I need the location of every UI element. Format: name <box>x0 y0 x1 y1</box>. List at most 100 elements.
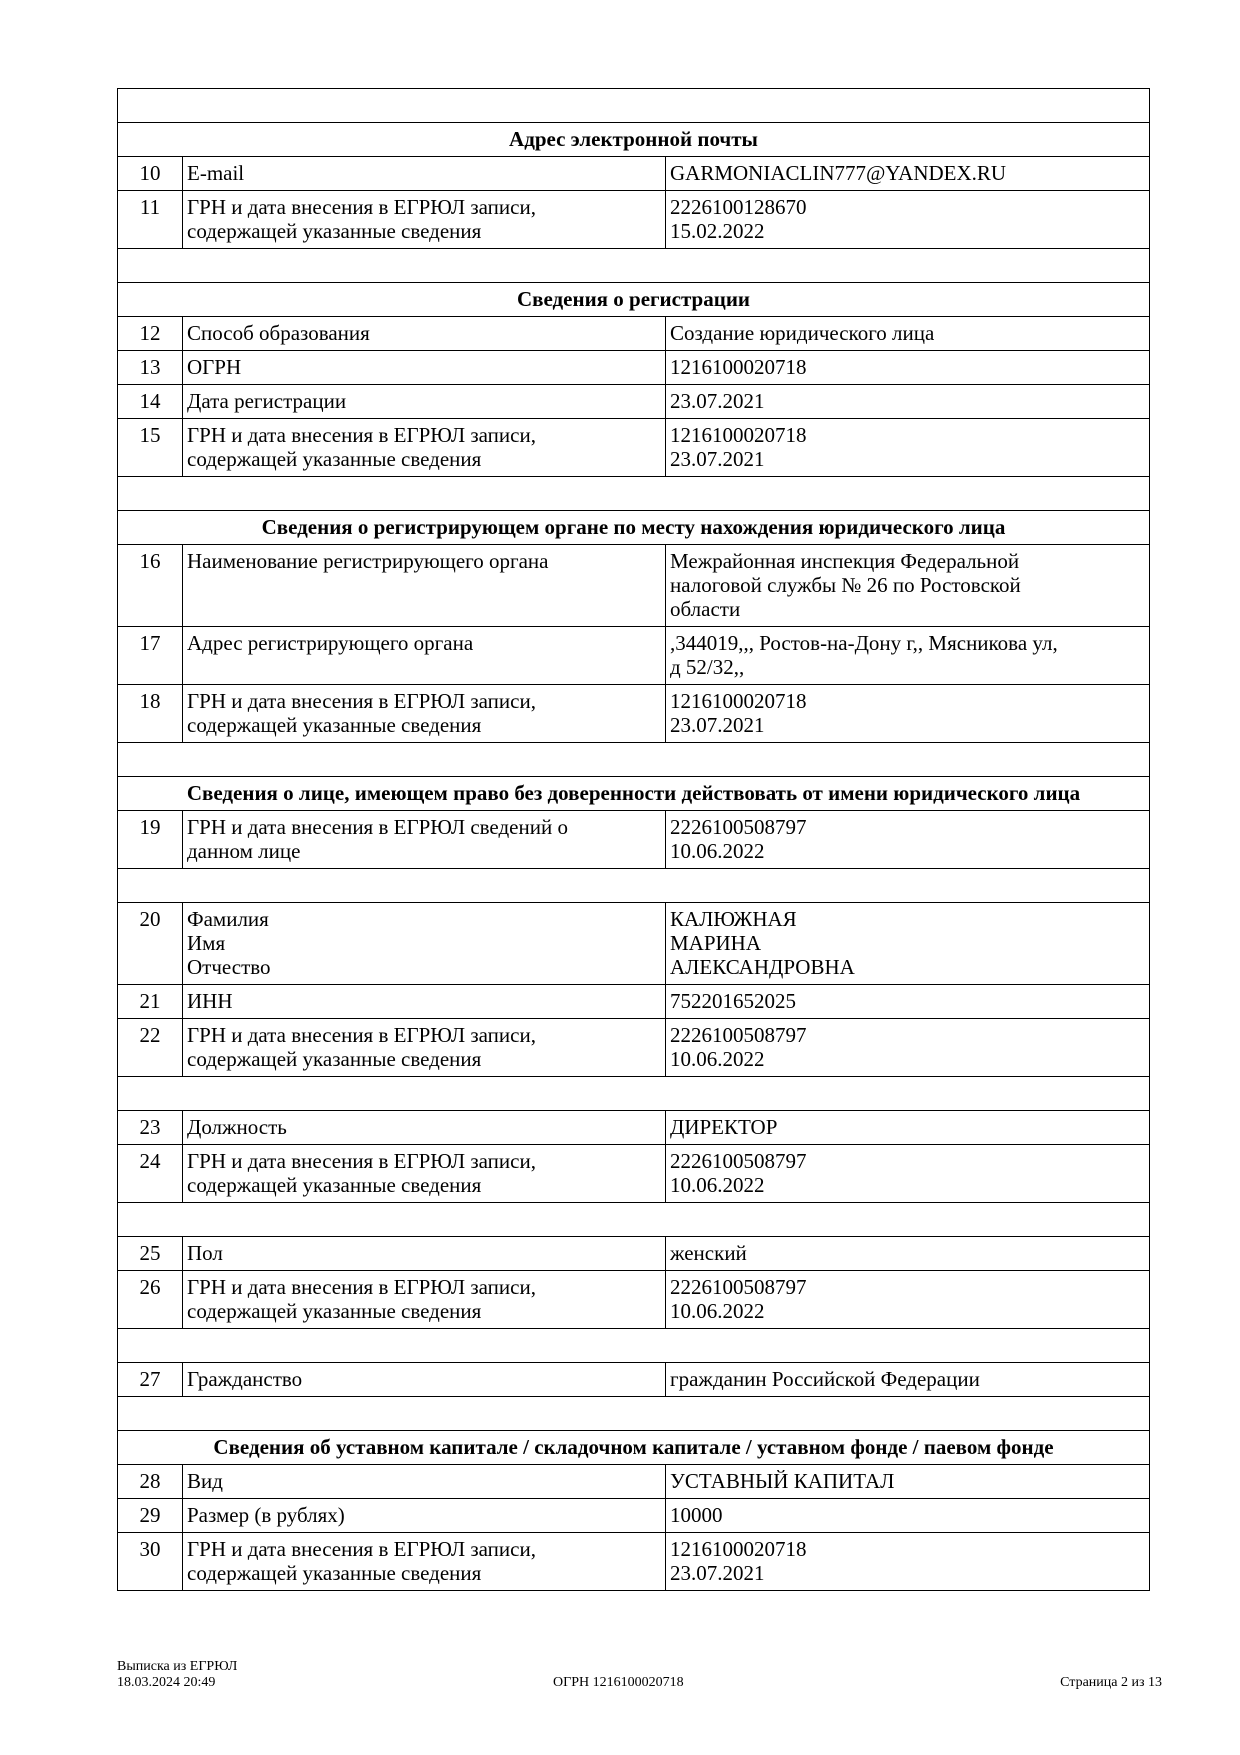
section-title: Сведения об уставном капитале / складочн… <box>117 1430 1150 1465</box>
section-title: Сведения о лице, имеющем право без довер… <box>117 776 1150 811</box>
field-value: Межрайонная инспекция Федеральной налого… <box>665 544 1150 627</box>
field-value: 10000 <box>665 1498 1150 1533</box>
field-value: ДИРЕКТОР <box>665 1110 1150 1145</box>
section-title: Сведения о регистрации <box>117 282 1150 317</box>
field-label: ГРН и дата внесения в ЕГРЮЛ записи, соде… <box>182 190 666 249</box>
field-label: ГРН и дата внесения в ЕГРЮЛ записи, соде… <box>182 1532 666 1591</box>
footer-doc-title: Выписка из ЕГРЮЛ <box>117 1659 238 1674</box>
field-label: Гражданство <box>182 1362 666 1397</box>
spacer-row <box>117 1202 1150 1237</box>
row-number: 19 <box>117 810 183 869</box>
field-value: 1216100020718 <box>665 350 1150 385</box>
row-number: 17 <box>117 626 183 685</box>
field-label: Фамилия Имя Отчество <box>182 902 666 985</box>
field-value: GARMONIACLIN777@YANDEX.RU <box>665 156 1150 191</box>
field-label: Наименование регистрирующего органа <box>182 544 666 627</box>
field-value: КАЛЮЖНАЯ МАРИНА АЛЕКСАНДРОВНА <box>665 902 1150 985</box>
table-row: 25 Пол женский <box>117 1236 1150 1271</box>
table-row: 29 Размер (в рублях) 10000 <box>117 1498 1150 1533</box>
row-number: 23 <box>117 1110 183 1145</box>
spacer-cell <box>117 248 1150 283</box>
row-number: 29 <box>117 1498 183 1533</box>
field-label: Вид <box>182 1464 666 1499</box>
table-row: 27 Гражданство гражданин Российской Федера… <box>117 1362 1150 1397</box>
row-number: 22 <box>117 1018 183 1077</box>
spacer-row <box>117 868 1150 903</box>
field-value: 2226100508797 10.06.2022 <box>665 810 1150 869</box>
field-value: 1216100020718 23.07.2021 <box>665 418 1150 477</box>
field-label: ГРН и дата внесения в ЕГРЮЛ сведений о д… <box>182 810 666 869</box>
footer-datetime: 18.03.2024 20:49 <box>117 1675 216 1690</box>
table-row: 19 ГРН и дата внесения в ЕГРЮЛ сведений о… <box>117 810 1150 869</box>
row-number: 27 <box>117 1362 183 1397</box>
spacer-row <box>117 1328 1150 1363</box>
spacer-cell <box>117 1076 1150 1111</box>
field-label: Размер (в рублях) <box>182 1498 666 1533</box>
spacer-cell <box>117 742 1150 777</box>
section-title: Адрес электронной почты <box>117 122 1150 157</box>
section-header-row: Сведения о регистрации <box>117 282 1150 317</box>
row-number: 12 <box>117 316 183 351</box>
field-label: ГРН и дата внесения в ЕГРЮЛ записи, соде… <box>182 1018 666 1077</box>
spacer-row <box>117 476 1150 511</box>
field-value: 2226100508797 10.06.2022 <box>665 1144 1150 1203</box>
section-header-row: Сведения о регистрирующем органе по мест… <box>117 510 1150 545</box>
field-value: женский <box>665 1236 1150 1271</box>
table-row: 18 ГРН и дата внесения в ЕГРЮЛ записи, со… <box>117 684 1150 743</box>
table-row: 14 Дата регистрации 23.07.2021 <box>117 384 1150 419</box>
field-value: 2226100508797 10.06.2022 <box>665 1018 1150 1077</box>
spacer-row <box>117 248 1150 283</box>
row-number: 13 <box>117 350 183 385</box>
field-label: Пол <box>182 1236 666 1271</box>
section-header-row: Сведения об уставном капитале / складочн… <box>117 1430 1150 1465</box>
spacer-cell <box>117 88 1150 123</box>
table-row: 10 E-mail GARMONIACLIN777@YANDEX.RU <box>117 156 1150 191</box>
field-label: ГРН и дата внесения в ЕГРЮЛ записи, соде… <box>182 1270 666 1329</box>
field-label: ГРН и дата внесения в ЕГРЮЛ записи, соде… <box>182 684 666 743</box>
field-value: 752201652025 <box>665 984 1150 1019</box>
field-label: ГРН и дата внесения в ЕГРЮЛ записи, соде… <box>182 418 666 477</box>
table-row: 12 Способ образования Создание юридическог… <box>117 316 1150 351</box>
table-row: 26 ГРН и дата внесения в ЕГРЮЛ записи, со… <box>117 1270 1150 1329</box>
field-label: ИНН <box>182 984 666 1019</box>
table-row: 17 Адрес регистрирующего органа ,344019,,,… <box>117 626 1150 685</box>
field-value: Создание юридического лица <box>665 316 1150 351</box>
section-header-row: Адрес электронной почты <box>117 122 1150 157</box>
row-number: 16 <box>117 544 183 627</box>
table-row: 20 Фамилия Имя Отчество КАЛЮЖНАЯ МАРИНА АЛ… <box>117 902 1150 985</box>
field-label: Дата регистрации <box>182 384 666 419</box>
section-title: Сведения о регистрирующем органе по мест… <box>117 510 1150 545</box>
row-number: 26 <box>117 1270 183 1329</box>
footer-page-number: Страница 2 из 13 <box>1060 1675 1162 1690</box>
field-label: ГРН и дата внесения в ЕГРЮЛ записи, соде… <box>182 1144 666 1203</box>
table-row: 16 Наименование регистрирующего органа Меж… <box>117 544 1150 627</box>
field-value: 1216100020718 23.07.2021 <box>665 684 1150 743</box>
row-number: 15 <box>117 418 183 477</box>
row-number: 10 <box>117 156 183 191</box>
field-label: E-mail <box>182 156 666 191</box>
field-label: ОГРН <box>182 350 666 385</box>
field-label: Способ образования <box>182 316 666 351</box>
footer-left: Выписка из ЕГРЮЛ 18.03.2024 20:49 <box>117 1659 237 1691</box>
section-header-row: Сведения о лице, имеющем право без довер… <box>117 776 1150 811</box>
table-row: 30 ГРН и дата внесения в ЕГРЮЛ записи, со… <box>117 1532 1150 1591</box>
row-number: 21 <box>117 984 183 1019</box>
field-label: Должность <box>182 1110 666 1145</box>
row-number: 14 <box>117 384 183 419</box>
footer-ogrn: ОГРН 1216100020718 <box>553 1675 684 1690</box>
table-row: 28 Вид УСТАВНЫЙ КАПИТАЛ <box>117 1464 1150 1499</box>
spacer-cell <box>117 1202 1150 1237</box>
table-row: 22 ГРН и дата внесения в ЕГРЮЛ записи, со… <box>117 1018 1150 1077</box>
field-value: 23.07.2021 <box>665 384 1150 419</box>
row-number: 24 <box>117 1144 183 1203</box>
spacer-cell <box>117 1328 1150 1363</box>
spacer-cell <box>117 1396 1150 1431</box>
table-row: 23 Должность ДИРЕКТОР <box>117 1110 1150 1145</box>
row-number: 25 <box>117 1236 183 1271</box>
spacer-row <box>117 1076 1150 1111</box>
table-row: 24 ГРН и дата внесения в ЕГРЮЛ записи, со… <box>117 1144 1150 1203</box>
field-value: 2226100508797 10.06.2022 <box>665 1270 1150 1329</box>
field-value: 2226100128670 15.02.2022 <box>665 190 1150 249</box>
table-row: 11 ГРН и дата внесения в ЕГРЮЛ записи, со… <box>117 190 1150 249</box>
spacer-row <box>117 1396 1150 1431</box>
